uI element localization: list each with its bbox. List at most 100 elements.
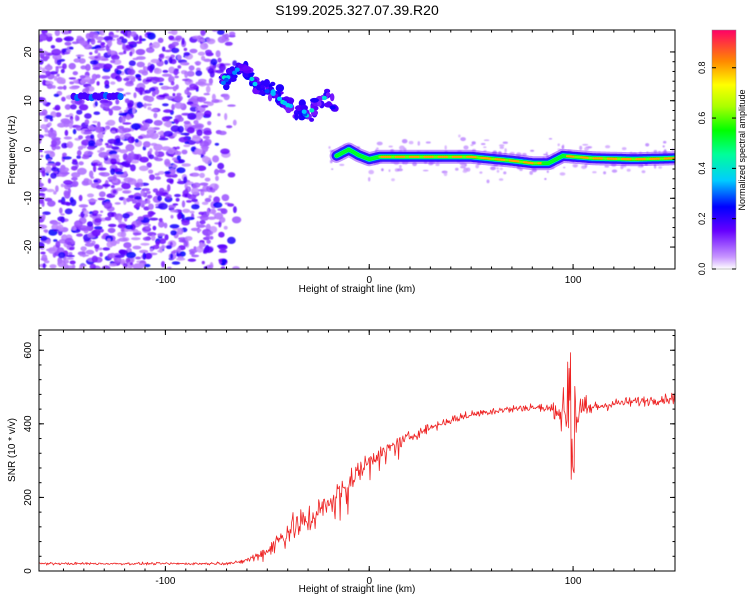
noise-blob [110, 59, 116, 64]
noise-blob [199, 215, 209, 221]
noise-blob [173, 68, 179, 76]
noise-blob [425, 141, 431, 144]
noise-blob [135, 256, 142, 260]
noise-blob [100, 210, 104, 213]
noise-blob [145, 226, 150, 230]
noise-blob [221, 259, 227, 264]
noise-blob [83, 150, 94, 156]
noise-blob [158, 220, 165, 228]
noise-blob [191, 198, 198, 203]
noise-blob [194, 148, 203, 154]
noise-blob [455, 167, 459, 171]
noise-blob [68, 77, 77, 80]
noise-blob [157, 195, 162, 202]
noise-blob [53, 191, 57, 195]
noise-blob [144, 89, 152, 94]
noise-blob [161, 244, 166, 250]
noise-blob [66, 49, 72, 53]
noise-blob [92, 210, 99, 215]
noise-blob [153, 120, 163, 126]
noise-blob [71, 180, 79, 187]
noise-blob [503, 171, 507, 175]
noise-blob [104, 142, 109, 146]
noise-blob [80, 227, 90, 231]
noise-blob [101, 265, 111, 269]
noise-blob [130, 31, 137, 37]
noise-blob [152, 225, 157, 231]
noise-blob [131, 123, 141, 130]
noise-blob [195, 81, 206, 86]
noise-blob [117, 216, 122, 223]
noise-blob [186, 139, 196, 145]
noise-blob [189, 83, 198, 89]
noise-blob [70, 104, 77, 110]
noise-blob [138, 35, 143, 43]
noise-blob [63, 136, 73, 140]
noise-blob [177, 227, 184, 235]
noise-blob [101, 75, 111, 80]
noise-blob [136, 222, 140, 226]
noise-blob [368, 169, 375, 175]
noise-blob [331, 168, 334, 171]
noise-blob [170, 230, 177, 236]
noise-blob [195, 140, 200, 144]
noise-blob [662, 145, 665, 148]
noise-blob [118, 249, 128, 255]
noise-blob [58, 251, 66, 259]
noise-blob [40, 235, 48, 242]
noise-blob [124, 98, 130, 104]
noise-blob [120, 231, 127, 238]
noise-blob [84, 119, 90, 125]
diag-core [249, 76, 255, 82]
noise-blob [55, 161, 61, 166]
noise-blob [128, 60, 136, 67]
noise-blob [176, 146, 180, 150]
noise-blob [626, 168, 631, 172]
noise-blob [548, 138, 553, 140]
noise-blob [592, 171, 597, 174]
noise-blob [166, 178, 174, 184]
noise-blob [663, 140, 667, 144]
noise-blob [198, 211, 204, 215]
noise-blob [41, 109, 48, 116]
noise-blob [117, 223, 128, 229]
noise-blob [169, 241, 173, 247]
noise-blob [49, 264, 57, 269]
noise-blob [175, 197, 180, 202]
noise-blob [141, 71, 149, 76]
noise-blob [224, 41, 233, 46]
noise-blob [460, 137, 466, 142]
noise-blob [227, 236, 236, 244]
noise-blob [154, 173, 160, 176]
chart-title: S199.2025.327.07.39.R20 [275, 2, 439, 18]
noise-blob [399, 145, 405, 150]
noise-blob [53, 239, 58, 242]
noise-blob [121, 174, 127, 177]
noise-blob [127, 31, 131, 39]
noise-blob [150, 58, 160, 64]
snr-series-line [39, 352, 675, 566]
noise-blob [153, 68, 162, 75]
noise-blob [125, 92, 131, 95]
noise-blob [97, 247, 103, 251]
noise-blob [110, 107, 120, 111]
noise-blob [97, 52, 101, 59]
noise-blob [177, 125, 184, 133]
noise-blob [181, 163, 191, 167]
noise-blob [88, 31, 99, 39]
noise-blob [139, 156, 149, 163]
noise-blob [99, 147, 105, 152]
noise-blob [92, 67, 101, 70]
noise-blob [147, 127, 155, 134]
noise-blob [176, 155, 181, 161]
noise-blob [187, 112, 197, 120]
noise-blob [605, 145, 611, 149]
noise-blob [658, 166, 663, 169]
noise-blob [103, 36, 114, 41]
noise-blob [149, 248, 154, 252]
noise-blob [47, 122, 52, 127]
noise-blob [417, 141, 421, 146]
noise-blob [206, 239, 211, 244]
noise-blob [140, 189, 146, 197]
